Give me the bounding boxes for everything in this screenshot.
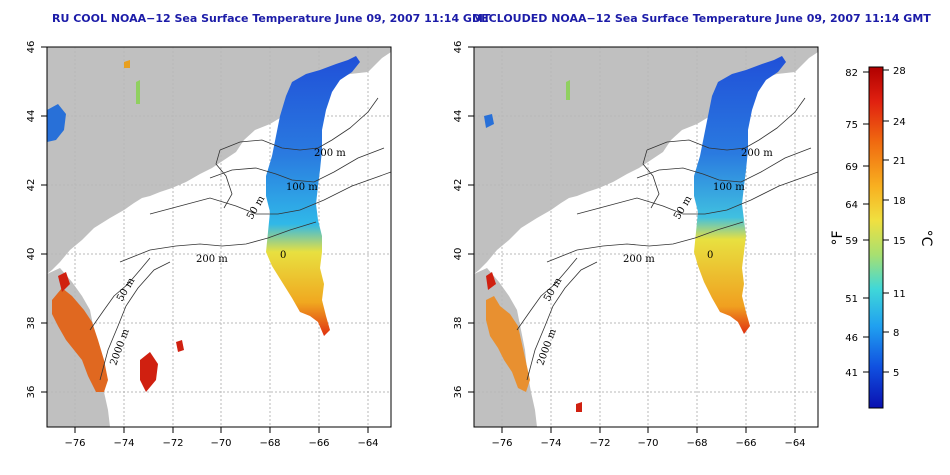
colorbar: 82 75 69 64 59 51 46 41 28 24 21 18 15 1… — [830, 66, 934, 409]
right-lat-tick: 46 — [453, 41, 464, 54]
right-lon-tick: −66 — [735, 438, 756, 449]
right-lon-tick: −68 — [686, 438, 707, 449]
right-lon-tick: −74 — [540, 438, 561, 449]
left-lat-tick: 38 — [26, 317, 37, 330]
colorbar-c-tick: 24 — [893, 117, 906, 128]
right-lat-tick: 38 — [453, 317, 464, 330]
left-lon-tick: −66 — [308, 438, 329, 449]
colorbar-c-tick: 28 — [893, 66, 906, 77]
left-sst-speck — [176, 340, 184, 352]
left-lon-tick: −70 — [210, 438, 231, 449]
left-lon-tick: −68 — [259, 438, 280, 449]
right-contour-label: 200 m — [623, 254, 655, 265]
right-sst-speck — [566, 80, 570, 100]
right-lat-tick: 36 — [453, 386, 464, 399]
left-lon-tick: −74 — [113, 438, 134, 449]
left-lat-tick: 44 — [26, 110, 37, 123]
left-lon-tick: −72 — [162, 438, 183, 449]
right-lat-tick: 44 — [453, 110, 464, 123]
colorbar-celsius-label: °C — [918, 230, 934, 247]
left-sst-patch-south — [52, 288, 108, 392]
colorbar-f-tick: 82 — [845, 68, 858, 79]
right-plot-frame — [473, 46, 819, 428]
left-plot-frame — [46, 46, 392, 428]
right-lat-tick: 40 — [453, 248, 464, 261]
colorbar-c-tick: 18 — [893, 196, 906, 207]
left-map-panel: 200 m 100 m 50 m 200 m 50 m 2000 m 0 — [47, 47, 391, 427]
left-contour-label: 200 m — [314, 148, 346, 159]
colorbar-c-tick: 8 — [893, 328, 899, 339]
right-map-panel: 200 m 100 m 50 m 200 m 50 m 2000 m 0 — [474, 47, 818, 427]
colorbar-f-tick: 69 — [845, 162, 858, 173]
left-map-title: RU COOL NOAA−12 Sea Surface Temperature … — [52, 12, 491, 25]
right-contour-label: 0 — [707, 250, 713, 261]
left-contour-label: 100 m — [286, 182, 318, 193]
left-sst-speck — [124, 60, 130, 68]
left-sst-strip — [266, 56, 360, 336]
left-sst-patch-north — [47, 104, 66, 142]
left-lat-tick: 42 — [26, 179, 37, 192]
colorbar-scale — [868, 66, 884, 409]
left-land-mass — [47, 47, 391, 274]
right-sst-speck — [576, 402, 582, 412]
colorbar-c-tick: 11 — [893, 289, 906, 300]
left-contour-label: 200 m — [196, 254, 228, 265]
left-lat-tick: 46 — [26, 41, 37, 54]
colorbar-f-tick: 46 — [845, 333, 858, 344]
left-lon-tick: −76 — [64, 438, 85, 449]
left-sst-speck — [136, 80, 140, 104]
right-lat-tick: 42 — [453, 179, 464, 192]
right-lon-tick: −70 — [637, 438, 658, 449]
colorbar-f-tick: 41 — [845, 368, 858, 379]
right-map-title: DECLOUDED NOAA−12 Sea Surface Temperatur… — [472, 12, 931, 25]
colorbar-f-tick: 59 — [845, 236, 858, 247]
left-lon-tick: −64 — [357, 438, 378, 449]
colorbar-f-tick: 64 — [845, 200, 858, 211]
left-lat-tick: 36 — [26, 386, 37, 399]
right-sst-speck — [486, 272, 496, 290]
colorbar-f-tick: 51 — [845, 294, 858, 305]
left-lat-tick: 40 — [26, 248, 37, 261]
colorbar-c-tick: 5 — [893, 368, 899, 379]
left-sst-speck — [140, 352, 158, 392]
left-contour-label: 0 — [280, 250, 286, 261]
right-sst-strip — [694, 56, 786, 334]
right-sst-speck — [484, 114, 494, 128]
right-isobaths — [516, 97, 818, 381]
colorbar-c-tick: 15 — [893, 236, 906, 247]
left-isobaths — [89, 97, 391, 381]
right-contour-label: 100 m — [713, 182, 745, 193]
right-axis-ticks — [468, 46, 796, 433]
colorbar-f-tick: 75 — [845, 120, 858, 131]
right-gridlines — [474, 47, 818, 427]
right-sst-patch-south — [486, 296, 530, 392]
right-land-mass — [474, 47, 818, 274]
right-lon-tick: −72 — [589, 438, 610, 449]
right-lon-tick: −76 — [491, 438, 512, 449]
left-axis-ticks — [41, 46, 369, 433]
left-sst-speck — [58, 272, 70, 292]
right-lon-tick: −64 — [784, 438, 805, 449]
right-contour-label: 200 m — [741, 148, 773, 159]
colorbar-fahrenheit-label: °F — [830, 230, 846, 245]
colorbar-c-tick: 21 — [893, 156, 906, 167]
